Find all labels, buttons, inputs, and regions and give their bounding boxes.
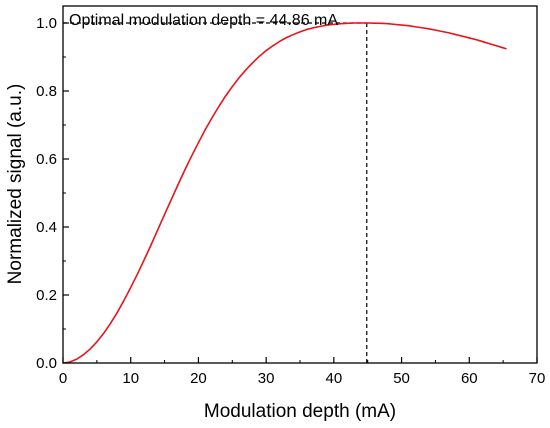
y-tick-label: 0.0: [36, 355, 57, 372]
y-tick-label: 0.8: [36, 83, 57, 100]
series-layer: [62, 22, 507, 364]
x-tick-label: 50: [393, 370, 410, 387]
x-tick-label: 40: [326, 370, 343, 387]
reference-lines: [63, 22, 368, 363]
series-line: [62, 22, 507, 364]
plot-frame: [62, 5, 538, 364]
x-tick-label: 30: [258, 370, 275, 387]
y-tick-label: 0.2: [36, 287, 57, 304]
y-tick-label: 0.4: [36, 219, 57, 236]
y-axis-label: Normalized signal (a.u.): [5, 84, 26, 285]
x-tick-label: 10: [122, 370, 139, 387]
optimal-depth-annotation: Optimal modulation depth = 44.86 mA: [69, 12, 338, 29]
x-tick-label: 0: [59, 370, 67, 387]
y-tick-label: 0.6: [36, 151, 57, 168]
x-tick-label: 60: [461, 370, 478, 387]
y-tick-label: 1.0: [36, 15, 57, 32]
x-tick-label: 20: [190, 370, 207, 387]
ticks-layer: 0 10 20 30 40 50 60 70 0.0 0.2 0.4 0.6 0.8 1.0: [36, 15, 545, 387]
x-axis-label: Modulation depth (mA): [204, 401, 396, 422]
x-tick-label: 70: [529, 370, 546, 387]
